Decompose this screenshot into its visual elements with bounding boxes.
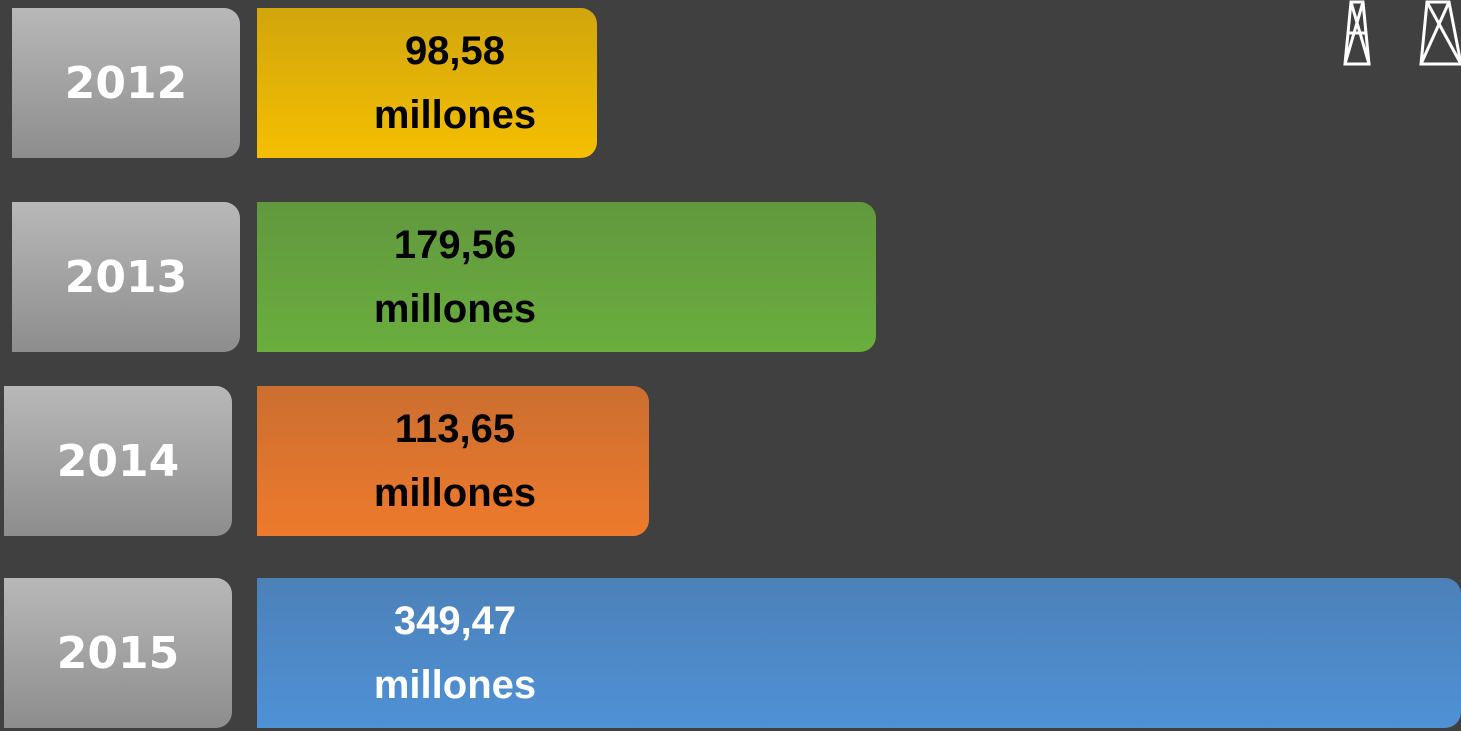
value-label: 349,47 millones (373, 599, 537, 707)
category-label: 2013 (12, 202, 240, 352)
category-label: 2012 (12, 8, 240, 158)
value-label: 98,58 millones (373, 29, 537, 137)
value-label: 179,56 millones (373, 223, 537, 331)
value-label: 113,65 millones (373, 407, 537, 515)
bar (257, 8, 597, 158)
bar (257, 578, 1461, 728)
tower-icons (1343, 0, 1461, 66)
category-label: 2014 (4, 386, 232, 536)
bar (257, 202, 876, 352)
category-label: 2015 (4, 578, 232, 728)
bar (257, 386, 649, 536)
